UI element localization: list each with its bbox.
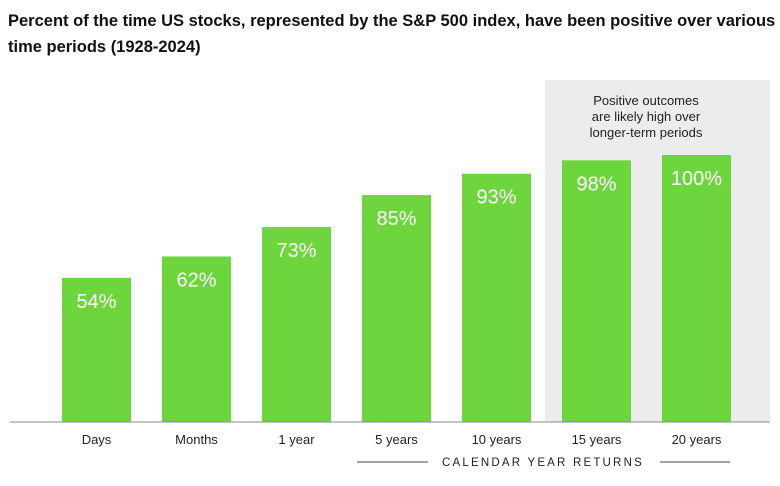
bar-value-label-days: 54% [76, 291, 116, 313]
category-label-1-year: 1 year [278, 432, 315, 447]
bar-value-label-10-years: 93% [476, 187, 516, 209]
bar-value-label-20-years: 100% [671, 168, 722, 190]
bar-value-label-5-years: 85% [376, 208, 416, 230]
bar-value-label-15-years: 98% [576, 173, 616, 195]
bar-15-years [562, 160, 631, 422]
chart-title: Percent of the time US stocks, represent… [8, 12, 776, 56]
highlight-note-line: Positive outcomes [593, 93, 699, 108]
category-label-20-years: 20 years [672, 432, 722, 447]
bar-20-years [662, 155, 731, 422]
category-label-10-years: 10 years [472, 432, 522, 447]
bar-1-year [262, 227, 331, 422]
category-labels: Days Months 1 year 5 years 10 years 15 years 2… [82, 432, 722, 447]
bars-group: 54% 62% 73% 85% 93% 98% 100% [62, 155, 731, 422]
highlight-note-line: longer-term periods [590, 125, 703, 140]
highlight-note-line: are likely high over [592, 109, 701, 124]
bar-days [62, 277, 131, 422]
bar-5-years [362, 195, 431, 422]
category-label-15-years: 15 years [572, 432, 622, 447]
bar-10-years [462, 173, 531, 422]
bar-value-label-months: 62% [176, 269, 216, 291]
bar-value-label-1-year: 73% [276, 240, 316, 262]
category-label-5-years: 5 years [375, 432, 418, 447]
category-label-days: Days [82, 432, 112, 447]
category-label-months: Months [175, 432, 218, 447]
x-axis-title: CALENDAR YEAR RETURNS [442, 457, 644, 469]
bar-months [162, 256, 231, 422]
